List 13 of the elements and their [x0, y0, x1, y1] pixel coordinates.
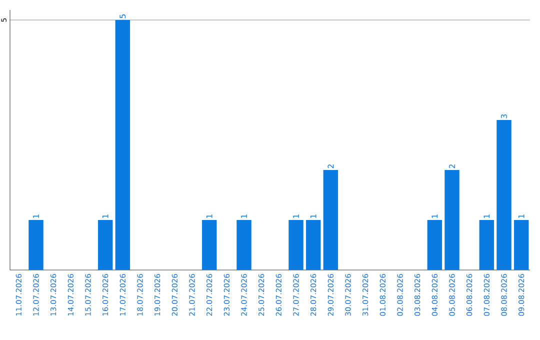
bar — [444, 170, 460, 270]
bar — [427, 220, 442, 270]
bar — [236, 220, 252, 270]
bar — [323, 170, 338, 270]
bar — [202, 220, 217, 270]
bar — [479, 220, 494, 270]
bar — [28, 220, 44, 270]
bar — [496, 120, 512, 270]
bar — [514, 220, 529, 270]
bar — [98, 220, 113, 270]
bar — [288, 220, 304, 270]
bar — [306, 220, 321, 270]
bar — [115, 20, 130, 270]
